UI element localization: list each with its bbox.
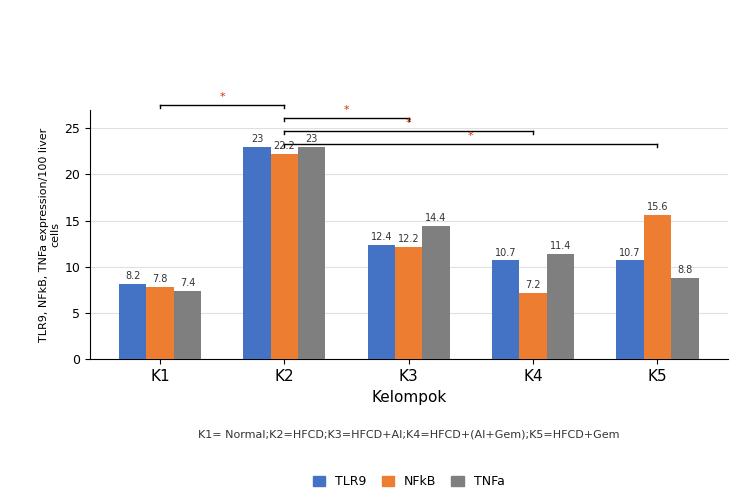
Text: *: *: [220, 92, 225, 102]
Text: 8.8: 8.8: [677, 265, 692, 275]
Bar: [243, 147, 271, 359]
Bar: [547, 254, 574, 359]
Bar: [671, 278, 698, 359]
Bar: [146, 287, 174, 359]
Text: 22.2: 22.2: [274, 141, 296, 151]
Bar: [520, 293, 547, 359]
Bar: [492, 260, 520, 359]
Text: 12.2: 12.2: [398, 234, 419, 244]
Text: 10.7: 10.7: [620, 248, 640, 257]
Text: *: *: [406, 118, 412, 128]
Bar: [644, 215, 671, 359]
Text: *: *: [344, 105, 350, 115]
Text: 12.4: 12.4: [370, 232, 392, 242]
Text: *: *: [468, 131, 474, 141]
Bar: [174, 291, 201, 359]
Text: 11.4: 11.4: [550, 241, 572, 251]
Text: 23: 23: [305, 134, 318, 144]
Legend: TLR9, NFkB, TNFa: TLR9, NFkB, TNFa: [308, 471, 510, 494]
Text: 23: 23: [251, 134, 263, 144]
Text: 7.4: 7.4: [180, 278, 195, 288]
Y-axis label: TLR9, NFkB, TNFa expression/100 liver
cells: TLR9, NFkB, TNFa expression/100 liver ce…: [39, 127, 60, 342]
Text: K1= Normal;K2=HFCD;K3=HFCD+AI;K4=HFCD+(AI+Gem);K5=HFCD+Gem: K1= Normal;K2=HFCD;K3=HFCD+AI;K4=HFCD+(A…: [198, 429, 620, 439]
Text: 7.2: 7.2: [525, 280, 541, 290]
Text: 8.2: 8.2: [125, 271, 140, 281]
Bar: [395, 247, 422, 359]
X-axis label: Kelompok: Kelompok: [371, 390, 446, 405]
Text: 7.8: 7.8: [152, 274, 168, 284]
Text: 10.7: 10.7: [495, 248, 517, 257]
Text: 14.4: 14.4: [425, 214, 447, 224]
Bar: [616, 260, 644, 359]
Bar: [298, 147, 326, 359]
Text: 15.6: 15.6: [646, 203, 668, 213]
Bar: [422, 226, 450, 359]
Bar: [368, 245, 395, 359]
Bar: [119, 283, 146, 359]
Bar: [271, 154, 298, 359]
